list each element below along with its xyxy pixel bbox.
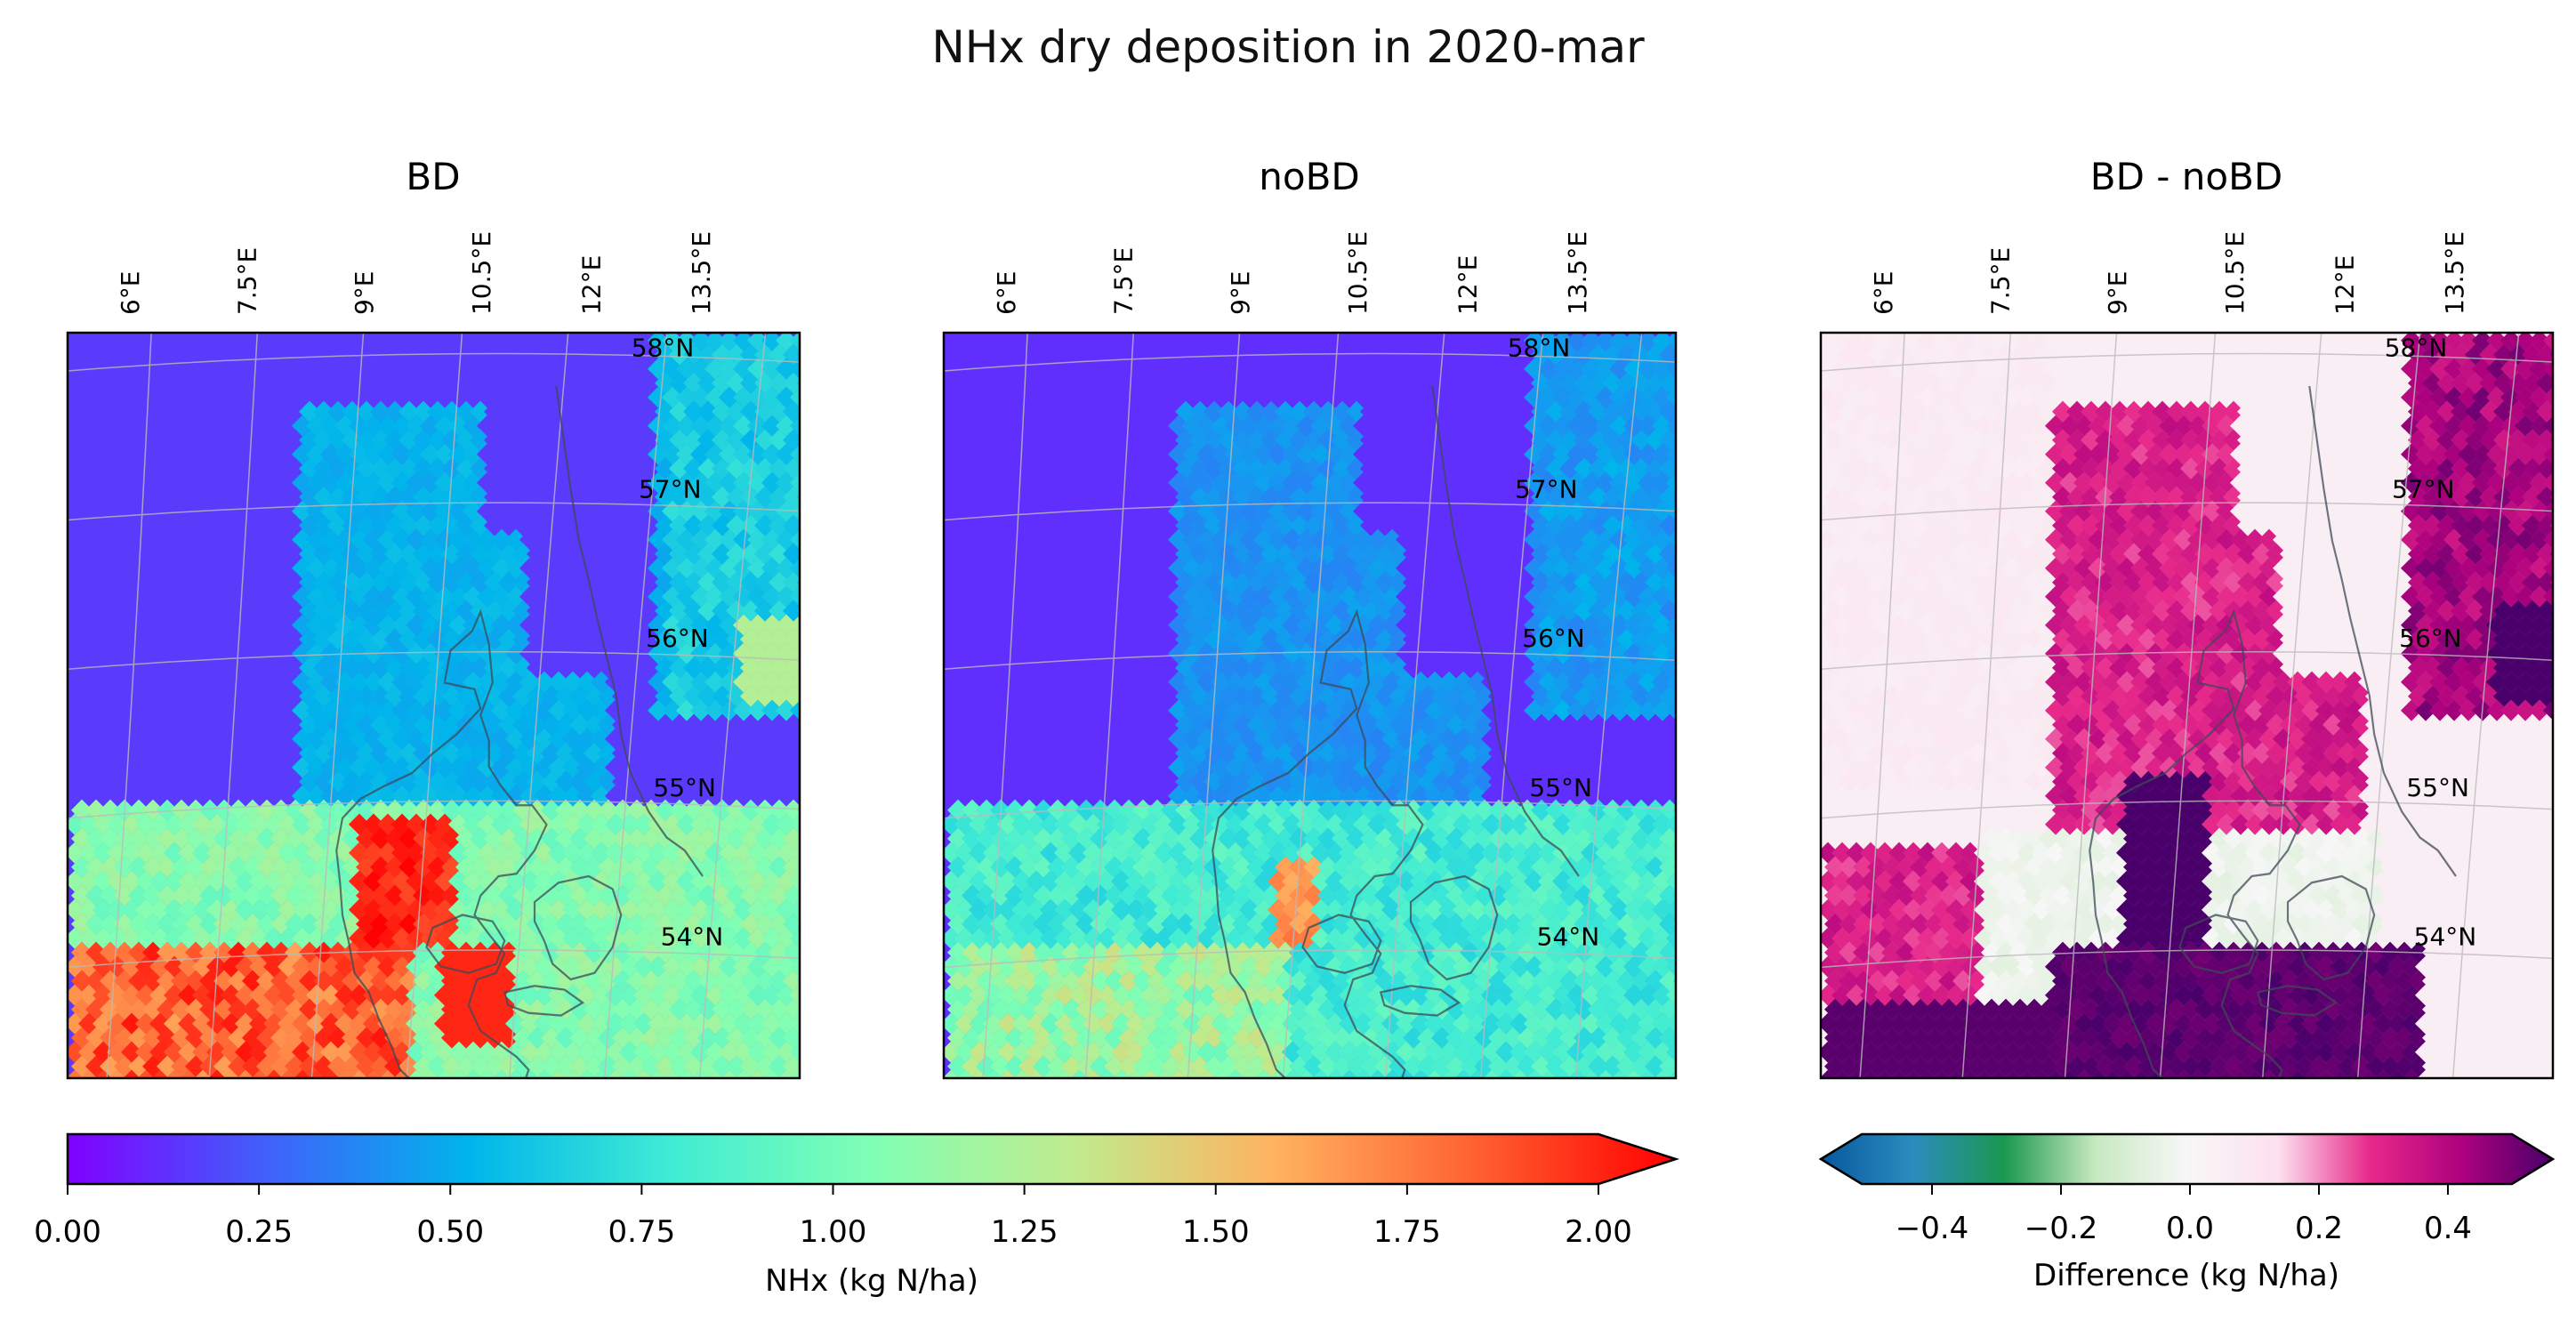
figure-title: NHx dry deposition in 2020-mar: [931, 21, 1645, 73]
lat-label: 57°N: [1515, 475, 1578, 504]
lat-label: 54°N: [1537, 922, 1600, 951]
colorbar-abs-label: NHx (kg N/ha): [765, 1263, 978, 1299]
colorbar-abs-tick: 2.00: [1565, 1214, 1632, 1250]
lon-label: 7.5°E: [233, 247, 262, 315]
lat-label: 58°N: [632, 333, 695, 362]
lat-label: 56°N: [646, 624, 709, 653]
colorbar-abs: 0.00 0.25 0.50 0.75 1.00 1.25 1.50 1.75 2.00 NHx…: [34, 1134, 1676, 1299]
lon-label: 6°E: [992, 270, 1021, 315]
lon-label: 9°E: [2103, 270, 2132, 315]
lat-label: 55°N: [1529, 773, 1592, 802]
lon-label: 9°E: [350, 270, 379, 315]
lat-label: 55°N: [2406, 773, 2469, 802]
colorbar-diff-tick: 0.0: [2166, 1211, 2214, 1246]
lon-label: 10.5°E: [2220, 231, 2250, 315]
colorbar-abs-tick: 0.00: [34, 1214, 101, 1250]
lon-label: 10.5°E: [467, 231, 496, 315]
colorbar-abs-tick: 1.75: [1373, 1214, 1441, 1250]
colorbar-abs-tick: 1.00: [800, 1214, 867, 1250]
colorbar-diff-tick: −0.4: [1896, 1211, 1969, 1246]
lat-label: 55°N: [653, 773, 716, 802]
lon-label: 12°E: [576, 255, 606, 315]
panel-title-nobd: noBD: [1259, 155, 1359, 198]
lat-label: 56°N: [1522, 624, 1585, 653]
lon-label: 13.5°E: [687, 231, 716, 315]
lon-label: 6°E: [116, 270, 145, 315]
lat-label: 57°N: [639, 475, 702, 504]
lon-label: 7.5°E: [1109, 247, 1139, 315]
panel-title-diff: BD - noBD: [2090, 155, 2282, 198]
colorbar-abs-tick: 1.25: [991, 1214, 1059, 1250]
lat-label: 56°N: [2399, 624, 2462, 653]
lon-label: 12°E: [1453, 255, 1482, 315]
lon-label: 9°E: [1226, 270, 1255, 315]
lat-label: 54°N: [2414, 922, 2477, 951]
colorbar-diff: −0.4 −0.2 0.0 0.2 0.4 Difference (kg N/ha): [1821, 1134, 2553, 1293]
lon-label: 7.5°E: [1986, 247, 2016, 315]
lat-label: 58°N: [2385, 333, 2448, 362]
colorbar-diff-tick: 0.4: [2424, 1211, 2472, 1246]
lon-label: 12°E: [2330, 255, 2359, 315]
colorbar-abs-tick: 0.75: [608, 1214, 676, 1250]
colorbar-abs-tick: 1.50: [1182, 1214, 1250, 1250]
lat-label: 54°N: [661, 922, 724, 951]
lat-label: 58°N: [1508, 333, 1571, 362]
colorbar-diff-tick: −0.2: [2025, 1211, 2098, 1246]
lon-label: 6°E: [1869, 270, 1898, 315]
lat-label: 57°N: [2392, 475, 2455, 504]
colorbar-diff-tick: 0.2: [2295, 1211, 2343, 1246]
lon-label: 13.5°E: [1563, 231, 1592, 315]
colorbar-abs-tick: 0.25: [225, 1214, 293, 1250]
panel-title-bd: BD: [406, 155, 460, 198]
lon-label: 10.5°E: [1343, 231, 1373, 315]
lon-label: 13.5°E: [2440, 231, 2469, 315]
colorbar-abs-tick: 0.50: [416, 1214, 484, 1250]
colorbar-diff-label: Difference (kg N/ha): [2033, 1258, 2339, 1293]
